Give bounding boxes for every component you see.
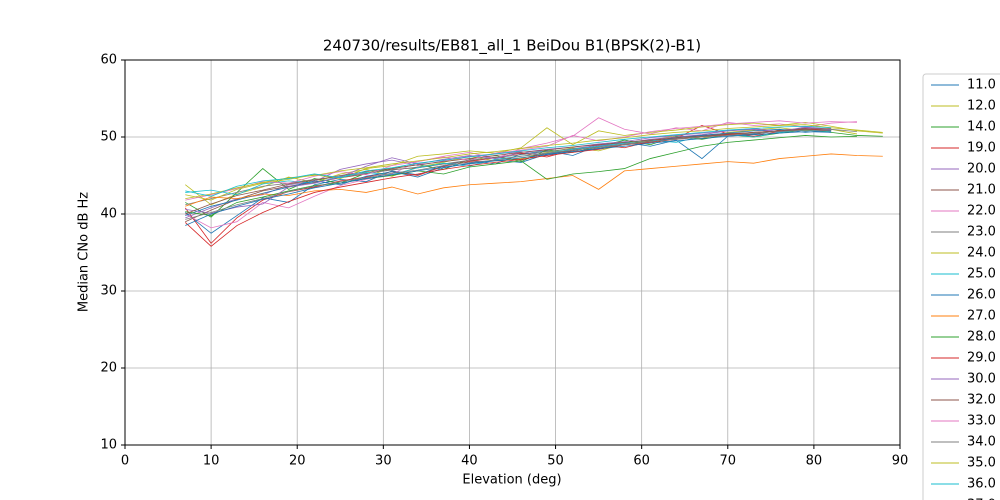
legend-label: 12.0: [967, 99, 996, 114]
x-tick-label: 40: [461, 454, 478, 469]
legend-label: 36.0: [967, 477, 996, 492]
series-line: [185, 125, 832, 197]
x-tick-label: 60: [633, 454, 650, 469]
legend-label: 24.0: [967, 246, 996, 261]
legend-label: 37.0: [967, 498, 996, 500]
x-tick-label: 0: [121, 454, 129, 469]
legend-label: 22.0: [967, 204, 996, 219]
series-line: [185, 153, 883, 207]
y-tick-label: 30: [100, 284, 117, 299]
legend-box: [922, 73, 1000, 500]
legend-label: 20.0: [967, 162, 996, 177]
legend-label: 32.0: [967, 393, 996, 408]
plot-area: 0 10 20 30 40 50 60 70 80 90 10 20 30 40 50 60: [100, 53, 908, 469]
x-tick-label: 50: [547, 454, 564, 469]
y-tick-label: 20: [100, 361, 117, 376]
y-tick-label: 40: [100, 207, 117, 222]
legend-label: 19.0: [967, 141, 996, 156]
series-line: [185, 128, 832, 247]
x-tick-label: 70: [720, 454, 737, 469]
y-tick-label: 10: [100, 438, 117, 453]
x-tick-label: 30: [375, 454, 392, 469]
legend-label: 27.0: [967, 309, 996, 324]
legend-label: 26.0: [967, 288, 996, 303]
x-tick-label: 80: [806, 454, 823, 469]
legend-label: 11.0: [967, 78, 996, 93]
series-line: [185, 120, 857, 201]
y-axis-label: Median CNo dB Hz: [77, 192, 92, 312]
chart-title: 240730/results/EB81_all_1 BeiDou B1(BPSK…: [323, 37, 701, 56]
x-tick-label: 20: [289, 454, 306, 469]
series-line: [185, 126, 832, 214]
legend-label: 25.0: [967, 267, 996, 282]
legend-label: 35.0: [967, 456, 996, 471]
x-tick-label: 10: [203, 454, 220, 469]
legend-label: 23.0: [967, 225, 996, 240]
y-tick-label: 50: [100, 130, 117, 145]
legend-label: 33.0: [967, 414, 996, 429]
legend-label: 29.0: [967, 351, 996, 366]
y-tick-label: 60: [100, 53, 117, 68]
series-line: [185, 131, 832, 226]
axes-frame: [124, 59, 901, 446]
legend-label: 34.0: [967, 435, 996, 450]
legend: 11.0 12.0 14.0 19.0 20.0 21.0 22.0 23.0 24.0 25.0…: [922, 73, 1000, 500]
legend-label: 30.0: [967, 372, 996, 387]
legend-label: 21.0: [967, 183, 996, 198]
series-line: [185, 135, 857, 216]
x-axis-label: Elevation (deg): [462, 473, 561, 488]
legend-label: 14.0: [967, 120, 996, 135]
legend-label: 28.0: [967, 330, 996, 345]
series-line: [185, 127, 858, 206]
series-line: [185, 129, 832, 220]
series-line: [185, 128, 832, 215]
x-tick-label: 90: [892, 454, 909, 469]
